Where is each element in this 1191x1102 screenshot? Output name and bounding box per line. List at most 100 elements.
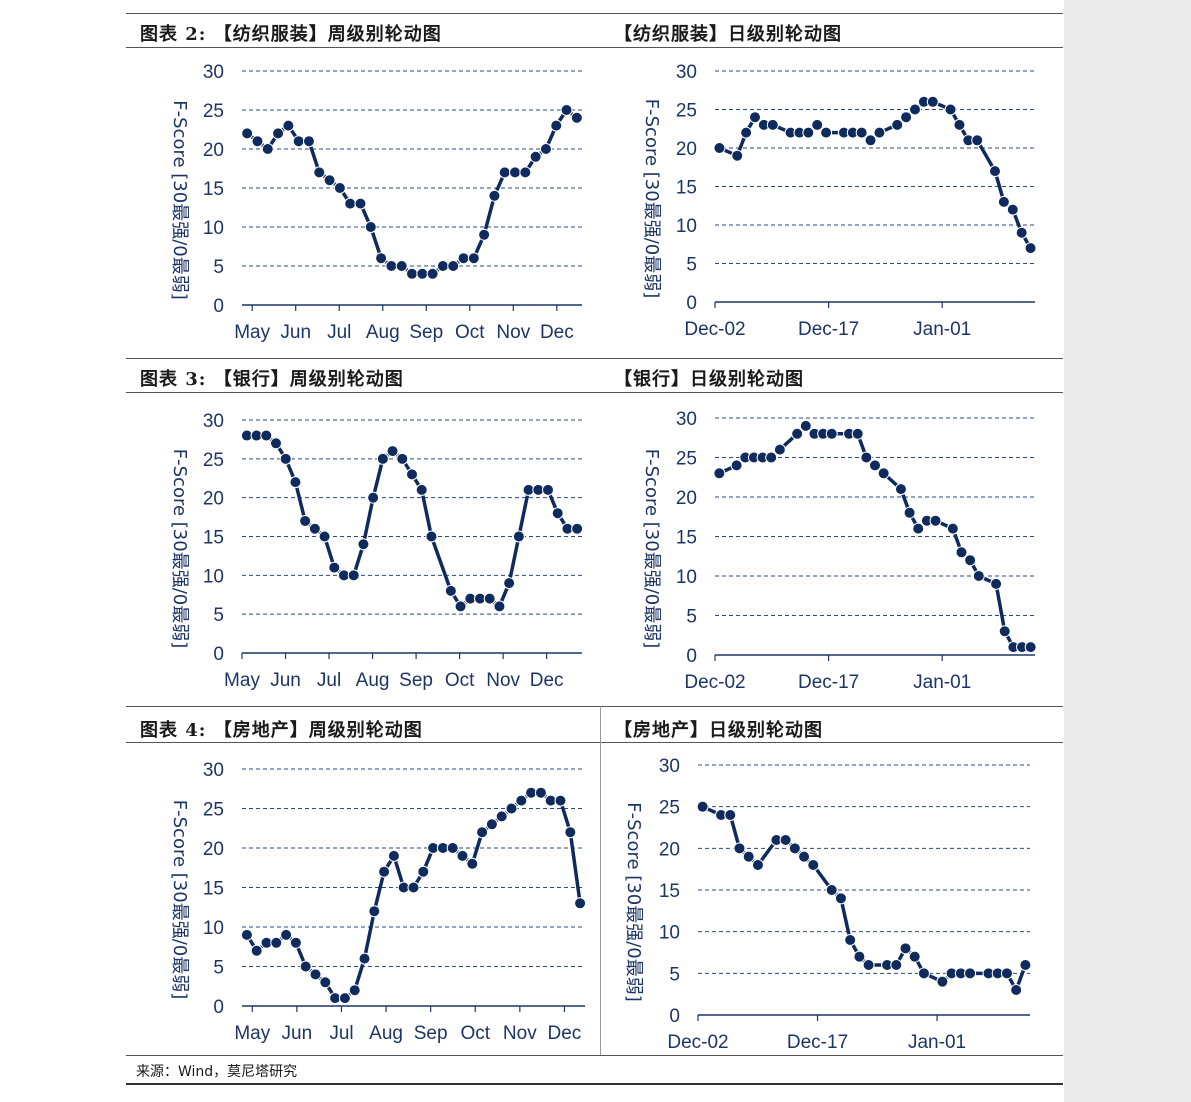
data-point	[396, 452, 409, 465]
data-point	[270, 437, 282, 450]
x-tick-label: May	[234, 322, 270, 343]
column-divider	[600, 706, 601, 1055]
data-point	[807, 859, 820, 871]
header-rule-3	[126, 742, 1063, 743]
data-point	[417, 865, 430, 878]
y-axis-label: F-Score [30最强/0最弱]	[169, 800, 190, 999]
data-point	[272, 127, 285, 140]
y-tick-label: 25	[659, 798, 680, 819]
bank-weekly-chart: 0 5 10 15 20 25 30 May Jun Jul Aug Sep Oct Nov Dec F-Sc…	[169, 411, 584, 691]
x-tick-label: Oct	[455, 322, 485, 343]
data-point	[742, 850, 755, 863]
y-tick-label: 20	[659, 839, 680, 860]
figure-2-weekly-title: 图表 2: 【纺织服装】周级别轮动图	[140, 24, 442, 45]
source-rule	[126, 1055, 1063, 1056]
y-tick-label: 5	[686, 255, 697, 276]
y-tick-label: 10	[659, 923, 680, 944]
x-tick-label: Dec-02	[684, 319, 745, 340]
y-tick-label: 20	[203, 489, 224, 510]
x-tick-label: Sep	[409, 322, 443, 343]
y-tick-label: 5	[213, 958, 224, 979]
data-point	[825, 884, 838, 896]
data-point	[240, 928, 253, 941]
x-tick-label: Jan-01	[908, 1032, 966, 1053]
data-point	[505, 802, 518, 815]
data-point	[357, 538, 370, 551]
data-point	[344, 197, 357, 210]
data-point	[338, 992, 351, 1005]
x-tick-label: Jun	[282, 1023, 313, 1044]
y-axis-label: F-Score [30最强/0最弱]	[623, 802, 644, 1001]
x-tick-label: Jul	[329, 1023, 353, 1044]
data-point	[387, 849, 400, 862]
figure-3-weekly-title: 图表 3: 【银行】周级别轮动图	[140, 369, 404, 390]
data-point	[834, 892, 847, 905]
data-point	[779, 834, 792, 846]
data-point	[802, 126, 815, 139]
data-point	[733, 842, 746, 855]
y-tick-label: 0	[213, 997, 224, 1018]
data-point	[853, 950, 866, 963]
data-point	[529, 150, 542, 163]
data-point	[446, 842, 459, 854]
data-point	[415, 483, 428, 496]
data-point	[328, 561, 341, 574]
textile-daily-chart: 0 5 10 15 20 25 30 Dec-02 Dec-17 Jan-01 F-Score [3…	[641, 62, 1037, 340]
data-point	[855, 126, 868, 139]
data-point	[289, 936, 302, 949]
y-tick-label: 10	[203, 218, 224, 239]
y-tick-label: 15	[203, 528, 224, 549]
x-tick-label: Jun	[280, 322, 311, 343]
data-point	[466, 857, 479, 870]
data-point	[574, 897, 587, 910]
series-line	[246, 433, 578, 609]
y-tick-label: 30	[676, 62, 697, 83]
y-tick-label: 30	[659, 756, 680, 777]
x-tick-label: Sep	[414, 1023, 448, 1044]
data-point	[929, 514, 942, 527]
data-point	[241, 127, 254, 140]
data-point	[971, 134, 984, 147]
x-tick-label: Dec	[530, 670, 564, 691]
x-tick-label: Jul	[317, 670, 341, 691]
data-point	[425, 530, 438, 543]
data-point	[280, 928, 293, 941]
data-point	[908, 950, 921, 963]
y-tick-label: 10	[203, 566, 224, 587]
y-tick-label: 20	[203, 839, 224, 860]
data-point	[292, 135, 305, 148]
data-point	[997, 195, 1010, 208]
data-point	[385, 260, 398, 272]
data-point	[375, 252, 388, 265]
x-tick-label: Aug	[366, 322, 400, 343]
data-point	[696, 800, 709, 813]
data-point	[364, 221, 377, 233]
series-line	[246, 108, 578, 276]
x-tick-label: Jul	[327, 322, 351, 343]
y-axis-label: F-Score [30最强/0最弱]	[169, 100, 190, 299]
y-tick-label: 15	[676, 178, 697, 199]
data-point	[926, 95, 939, 108]
data-point	[909, 103, 921, 116]
data-point	[426, 267, 439, 280]
data-point	[309, 968, 322, 981]
realestate-weekly-chart: 0 5 10 15 20 25 30 May Jun Jul Aug Sep Oct Nov Dec F-Sc…	[169, 760, 587, 1044]
x-tick-label: Dec-17	[787, 1032, 848, 1053]
data-point	[788, 842, 801, 855]
data-point	[890, 959, 903, 971]
y-tick-label: 0	[686, 646, 697, 667]
x-tick-label: Sep	[399, 670, 433, 691]
y-tick-label: 15	[203, 879, 224, 900]
data-point	[1024, 242, 1037, 255]
x-tick-label: Dec	[548, 1023, 582, 1044]
data-point	[564, 826, 577, 839]
data-point	[416, 267, 429, 280]
y-tick-label: 0	[669, 1006, 680, 1027]
data-point	[844, 934, 857, 946]
data-point	[358, 952, 371, 965]
data-point	[751, 859, 764, 871]
data-point	[542, 483, 554, 496]
data-point	[485, 818, 498, 831]
data-point	[348, 984, 361, 997]
data-point	[478, 228, 491, 241]
